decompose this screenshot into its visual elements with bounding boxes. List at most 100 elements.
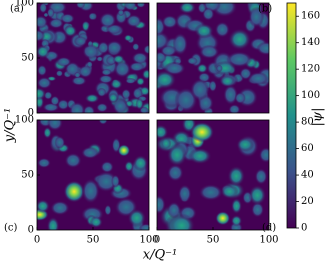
field-blob — [94, 170, 118, 193]
field-blob — [166, 143, 188, 167]
field-blob — [46, 216, 60, 230]
field-blob — [199, 44, 220, 59]
x-axis-label: x/Q⁻¹ — [143, 248, 177, 263]
field-blob — [63, 180, 85, 203]
field-blob — [124, 160, 134, 173]
colorbar — [286, 2, 297, 229]
colorbar-tick-label: 80 — [301, 117, 314, 128]
field-blob — [131, 51, 149, 65]
field-blob — [215, 211, 231, 226]
field-blob — [227, 165, 246, 187]
field-blob — [73, 35, 88, 47]
field-blob — [100, 160, 114, 174]
field-blob — [223, 84, 238, 105]
y-tick-label: 50 — [21, 170, 34, 181]
field-blob — [113, 60, 131, 78]
field-blob — [84, 93, 100, 104]
field-blob — [37, 76, 52, 90]
colorbar-tick-label: 160 — [301, 11, 320, 22]
field-blob — [123, 34, 133, 42]
field-blob — [160, 45, 177, 57]
field-blob — [190, 121, 215, 143]
field-blob — [128, 61, 145, 72]
field-blob — [81, 178, 100, 204]
field-blob — [68, 101, 86, 113]
field-blob — [89, 216, 103, 229]
field-blob — [81, 20, 90, 32]
field-blob — [157, 70, 177, 90]
colorbar-tick-label: 20 — [301, 196, 314, 207]
field-blob — [188, 147, 212, 165]
field-blob — [231, 197, 243, 215]
field-blob — [160, 137, 172, 150]
field-blob — [125, 77, 137, 84]
field-blob — [37, 199, 50, 214]
heatmap — [157, 3, 269, 113]
field-blob — [135, 77, 146, 86]
field-blob — [228, 28, 252, 51]
field-blob — [81, 146, 100, 159]
field-blob — [135, 97, 144, 111]
y-tick-label: 100 — [15, 115, 34, 126]
field-blob — [190, 78, 210, 101]
field-blob — [99, 12, 117, 29]
y-tick-label: 0 — [28, 225, 34, 236]
field-blob — [258, 147, 269, 163]
field-blob — [37, 87, 47, 101]
field-blob — [220, 184, 239, 199]
colorbar-tick-label: 60 — [301, 143, 314, 154]
field-blob — [117, 144, 131, 157]
field-blob — [111, 174, 120, 188]
y-axis-label: y/Q⁻¹ — [3, 108, 18, 143]
field-blob — [101, 68, 112, 76]
field-blob — [219, 75, 236, 88]
y-tick-label: 0 — [28, 108, 34, 119]
field-blob — [143, 44, 149, 55]
field-blob — [97, 41, 110, 55]
field-blob — [98, 120, 108, 125]
field-blob — [104, 204, 112, 216]
field-blob — [37, 64, 47, 77]
x-tick-label: 50 — [87, 235, 100, 246]
x-tick-label: 0 — [34, 235, 40, 246]
field-blob — [157, 195, 166, 215]
x-tick-label: 100 — [139, 235, 158, 246]
field-blob — [37, 157, 51, 169]
field-blob — [46, 120, 63, 131]
heatmap — [37, 120, 149, 230]
field-blob — [74, 71, 81, 79]
field-blob — [112, 98, 129, 113]
field-blob — [125, 14, 142, 28]
field-blob — [132, 155, 149, 172]
field-blob — [75, 3, 86, 9]
heatmap — [37, 3, 149, 113]
field-blob — [178, 3, 197, 15]
panel-label: (a) — [10, 4, 24, 15]
y-tick-label: 50 — [21, 53, 34, 64]
colorbar-tick-label: 140 — [301, 37, 320, 48]
field-blob — [37, 15, 48, 29]
field-blob — [105, 40, 124, 56]
field-blob — [50, 95, 60, 106]
field-blob — [247, 71, 269, 85]
heatmap — [157, 120, 269, 230]
field-blob — [96, 102, 109, 113]
field-blob — [55, 69, 64, 77]
field-blob — [248, 6, 265, 28]
field-blob — [82, 105, 96, 113]
field-blob — [123, 3, 137, 11]
field-blob — [228, 104, 241, 113]
field-blob — [57, 99, 70, 111]
field-blob — [248, 184, 267, 206]
field-blob — [194, 23, 214, 39]
field-blob — [64, 152, 82, 169]
field-blob — [71, 76, 87, 86]
field-blob — [132, 42, 140, 51]
field-blob — [108, 92, 119, 104]
y-tick-label: 100 — [15, 0, 34, 9]
colorbar-tick-label: 120 — [301, 64, 320, 75]
colorbar-tick-label: 100 — [301, 90, 320, 101]
field-blob — [97, 87, 107, 98]
field-blob — [216, 64, 223, 72]
field-blob — [196, 63, 208, 74]
